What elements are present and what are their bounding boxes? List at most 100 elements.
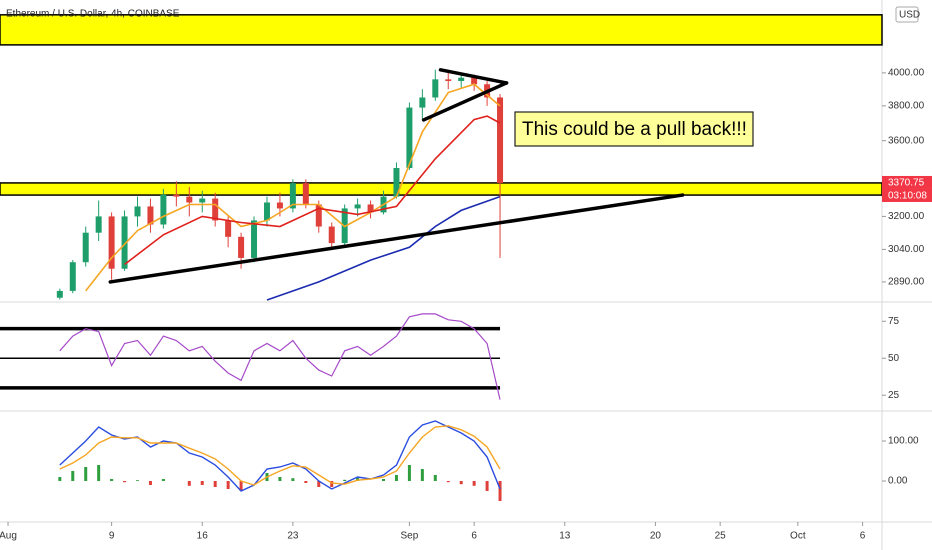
x-tick-label: 16	[197, 531, 209, 542]
candle-body	[419, 97, 426, 108]
candle-body	[497, 97, 504, 183]
candle-body	[354, 204, 361, 209]
histogram-bar	[278, 477, 282, 481]
histogram-bar	[330, 481, 334, 487]
x-tick-label: 25	[715, 531, 727, 542]
candle-body	[263, 202, 270, 221]
x-tick-label: 9	[109, 531, 115, 542]
histogram-bar	[187, 481, 191, 486]
histogram-bar	[110, 479, 114, 481]
y-tick-label: 2890.00	[888, 277, 925, 288]
y-tick-label: 0.00	[888, 476, 908, 487]
last-price-label: 3370.75	[888, 178, 925, 189]
histogram-bar	[356, 477, 360, 481]
histogram-bar	[84, 467, 88, 481]
histogram-bar	[226, 481, 230, 489]
histogram-bar	[472, 481, 476, 486]
moving-average	[266, 195, 501, 301]
histogram-bar	[148, 481, 152, 485]
histogram-bar	[200, 481, 204, 485]
countdown-label: 03:10:08	[888, 191, 927, 202]
candle-body	[367, 204, 374, 213]
histogram-bar	[407, 465, 411, 481]
x-tick-label: 23	[287, 531, 299, 542]
rsi-line	[59, 313, 501, 400]
candle-body	[251, 220, 258, 258]
candle-body	[458, 77, 465, 81]
trendline	[108, 193, 685, 284]
candle-body	[160, 194, 167, 225]
candle-body	[82, 232, 89, 263]
histogram-bar	[213, 481, 217, 487]
trendline	[438, 68, 509, 85]
candle-body	[238, 236, 245, 258]
x-tick-label: 20	[650, 531, 662, 542]
macd-line	[59, 425, 501, 486]
histogram-bar	[459, 481, 463, 485]
x-tick-label: Aug	[0, 531, 17, 542]
y-tick-label: 3800.00	[888, 101, 925, 112]
candle-body	[56, 290, 63, 298]
candle-body	[445, 79, 452, 81]
histogram-bar	[71, 471, 75, 481]
x-tick-label: 13	[559, 531, 571, 542]
candle-body	[69, 262, 76, 291]
candle-body	[121, 216, 128, 269]
currency-box	[895, 6, 919, 23]
histogram-bar	[420, 469, 424, 481]
histogram-bar	[239, 481, 243, 491]
candle-body	[108, 216, 115, 269]
histogram-bar	[485, 481, 489, 491]
candle-body	[393, 168, 400, 197]
candle-body	[173, 194, 180, 197]
symbol-title: Ethereum / U.S. Dollar, 4h, COINBASE	[6, 9, 180, 20]
y-tick-label: 3040.00	[888, 244, 925, 255]
y-tick-label: 25	[888, 390, 900, 401]
x-tick-label: Oct	[790, 531, 806, 542]
x-tick-label: 6	[471, 531, 477, 542]
histogram-bar	[394, 475, 398, 481]
candle-body	[276, 202, 283, 209]
countdown-box	[882, 188, 932, 202]
histogram-bar	[304, 481, 308, 483]
candle-body	[225, 220, 232, 237]
histogram-bar	[343, 479, 347, 481]
moving-average	[85, 83, 501, 292]
y-tick-label: 75	[888, 316, 900, 327]
candle-body	[147, 206, 154, 225]
candle-body	[315, 204, 322, 227]
candle-body	[212, 198, 219, 221]
trendline	[421, 81, 509, 122]
candle-body	[302, 183, 309, 205]
annotation-box	[514, 111, 754, 147]
y-tick-label: 3200.00	[888, 211, 925, 222]
currency-label: USD	[899, 10, 920, 21]
candle-body	[289, 183, 296, 209]
candle-body	[406, 107, 413, 169]
candle-body	[471, 77, 478, 85]
last-price-box	[882, 175, 932, 189]
histogram-bar	[58, 477, 62, 481]
y-tick-label: 3600.00	[888, 135, 925, 146]
candle-body	[134, 206, 141, 217]
histogram-bar	[382, 479, 386, 481]
candle-body	[199, 198, 206, 203]
histogram-bar	[161, 479, 165, 481]
histogram-bar	[498, 481, 502, 501]
histogram-bar	[97, 465, 101, 481]
support-resistance-zone	[0, 14, 883, 46]
histogram-bar	[291, 478, 295, 481]
support-resistance-zone	[0, 182, 883, 196]
candle-body	[186, 196, 193, 203]
x-tick-label: Sep	[401, 531, 419, 542]
histogram-bar	[317, 481, 321, 487]
y-tick-label: 4000.00	[888, 68, 925, 79]
candle-body	[328, 226, 335, 244]
histogram-bar	[123, 481, 127, 483]
histogram-bar	[136, 480, 140, 481]
histogram-bar	[446, 481, 450, 483]
candle-body	[95, 216, 102, 233]
x-tick-label: 6	[860, 531, 866, 542]
